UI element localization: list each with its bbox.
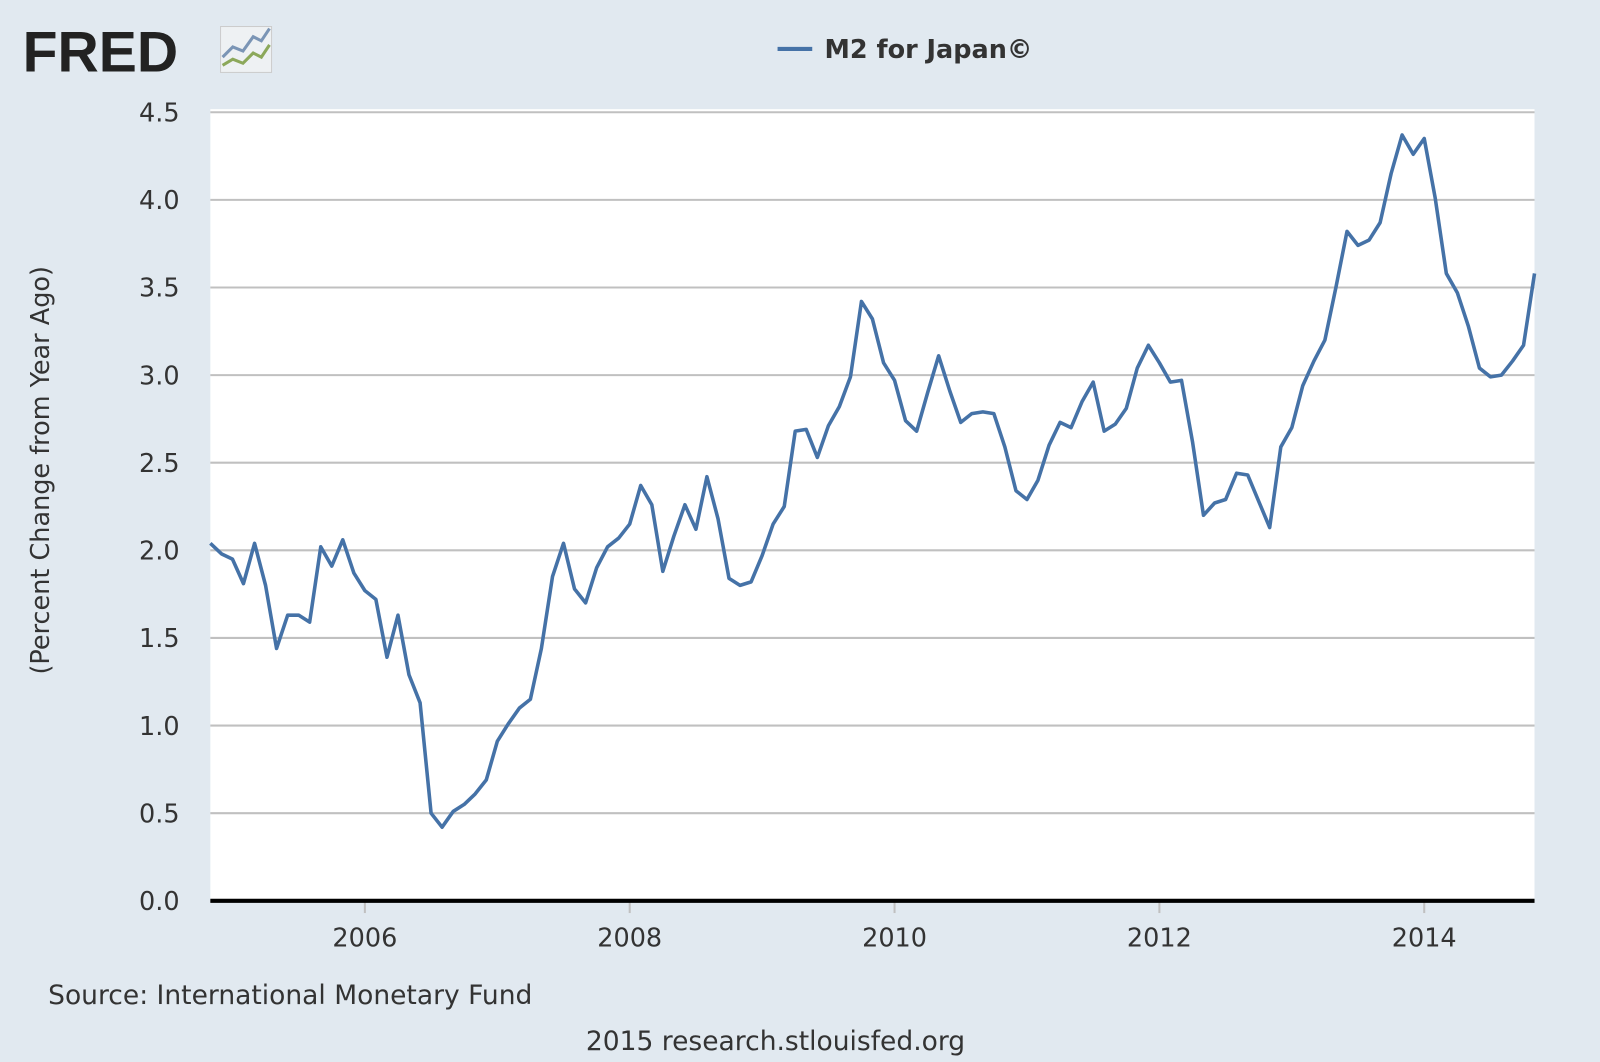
y-tick-label: 4.5 (139, 98, 180, 128)
y-tick-label: 4.0 (139, 186, 180, 216)
footer: 2015 research.stlouisfed.org (586, 1026, 965, 1057)
x-tick-label: 2014 (1392, 924, 1457, 954)
y-tick-label: 3.5 (139, 274, 180, 304)
logo-icon-line (221, 44, 271, 67)
y-tick-label: 0.5 (139, 799, 180, 829)
logo-text[interactable]: FRED (23, 20, 178, 84)
y-tick-label: 1.0 (139, 712, 180, 742)
y-axis-label: (Percent Change from Year Ago) (26, 266, 56, 674)
plot-area (210, 109, 1535, 901)
source: Source: International Monetary Fund (48, 980, 532, 1011)
legend-label: M2 for Japan© (824, 35, 1032, 65)
logo-icon-line (221, 27, 271, 59)
x-tick-label: 2008 (597, 924, 662, 954)
y-tick-label: 0.0 (139, 887, 180, 917)
x-tick-label: 2012 (1127, 924, 1192, 954)
x-tick-label: 2006 (332, 924, 397, 954)
y-tick-label: 2.0 (139, 537, 180, 567)
y-tick-label: 2.5 (139, 449, 180, 479)
x-tick-label: 2010 (862, 924, 927, 954)
y-tick-label: 1.5 (139, 624, 180, 654)
data-line (209, 133, 1537, 829)
logo[interactable]: FRED (23, 20, 273, 84)
y-tick-label: 3.0 (139, 361, 180, 391)
